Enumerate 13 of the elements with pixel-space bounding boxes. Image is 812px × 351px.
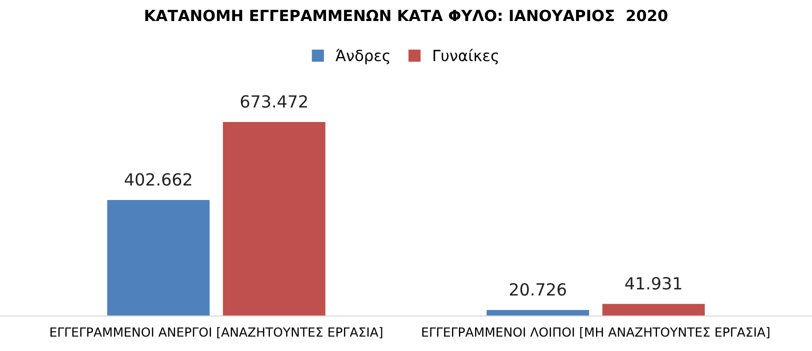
x-tick-label: ΕΓΓΕΓΡΑΜΜΕΝΟΙ ΛΟΙΠΟΙ [ΜΗ ΑΝΑΖΗΤΟΥΝΤΕΣ ΕΡΓΑΣΙΑ] xyxy=(422,327,770,338)
data-label: 20.726 xyxy=(510,283,566,296)
bar xyxy=(107,200,210,316)
chart-title: ΚΑΤΑΝΟΜΗ ΕΓΓΕΡΑΜΜΕΝΩΝ ΚΑΤΑ ΦΥΛΟ: ΙΑΝΟΥΑΡΙΟΣ 2020 xyxy=(145,10,668,22)
data-label: 41.931 xyxy=(625,276,682,290)
bar xyxy=(222,122,326,316)
legend-label: Άνδρες xyxy=(336,48,390,64)
legend-label: Γυναίκες xyxy=(434,48,498,64)
x-tick-label: ΕΓΓΕΓΡΑΜΜΕΝΟΙ ΑΝΕΡΓΟΙ [ΑΝΑΖΗΤΟΥΝΤΕΣ ΕΡΓΑΣΙΑ] xyxy=(50,327,382,338)
data-label: 402.662 xyxy=(124,173,192,186)
data-label: 673.472 xyxy=(240,95,307,108)
bar xyxy=(486,310,590,316)
bar xyxy=(602,304,705,316)
